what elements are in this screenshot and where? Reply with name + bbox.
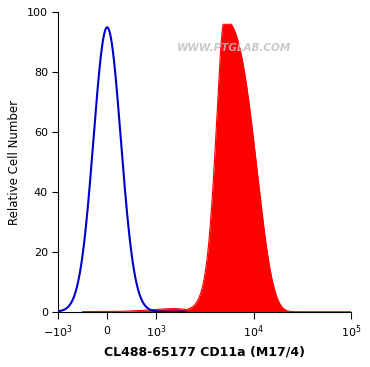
Text: WWW.PTGLAB.COM: WWW.PTGLAB.COM [177,43,291,53]
Y-axis label: Relative Cell Number: Relative Cell Number [9,99,21,225]
X-axis label: CL488-65177 CD11a (M17/4): CL488-65177 CD11a (M17/4) [104,346,305,359]
